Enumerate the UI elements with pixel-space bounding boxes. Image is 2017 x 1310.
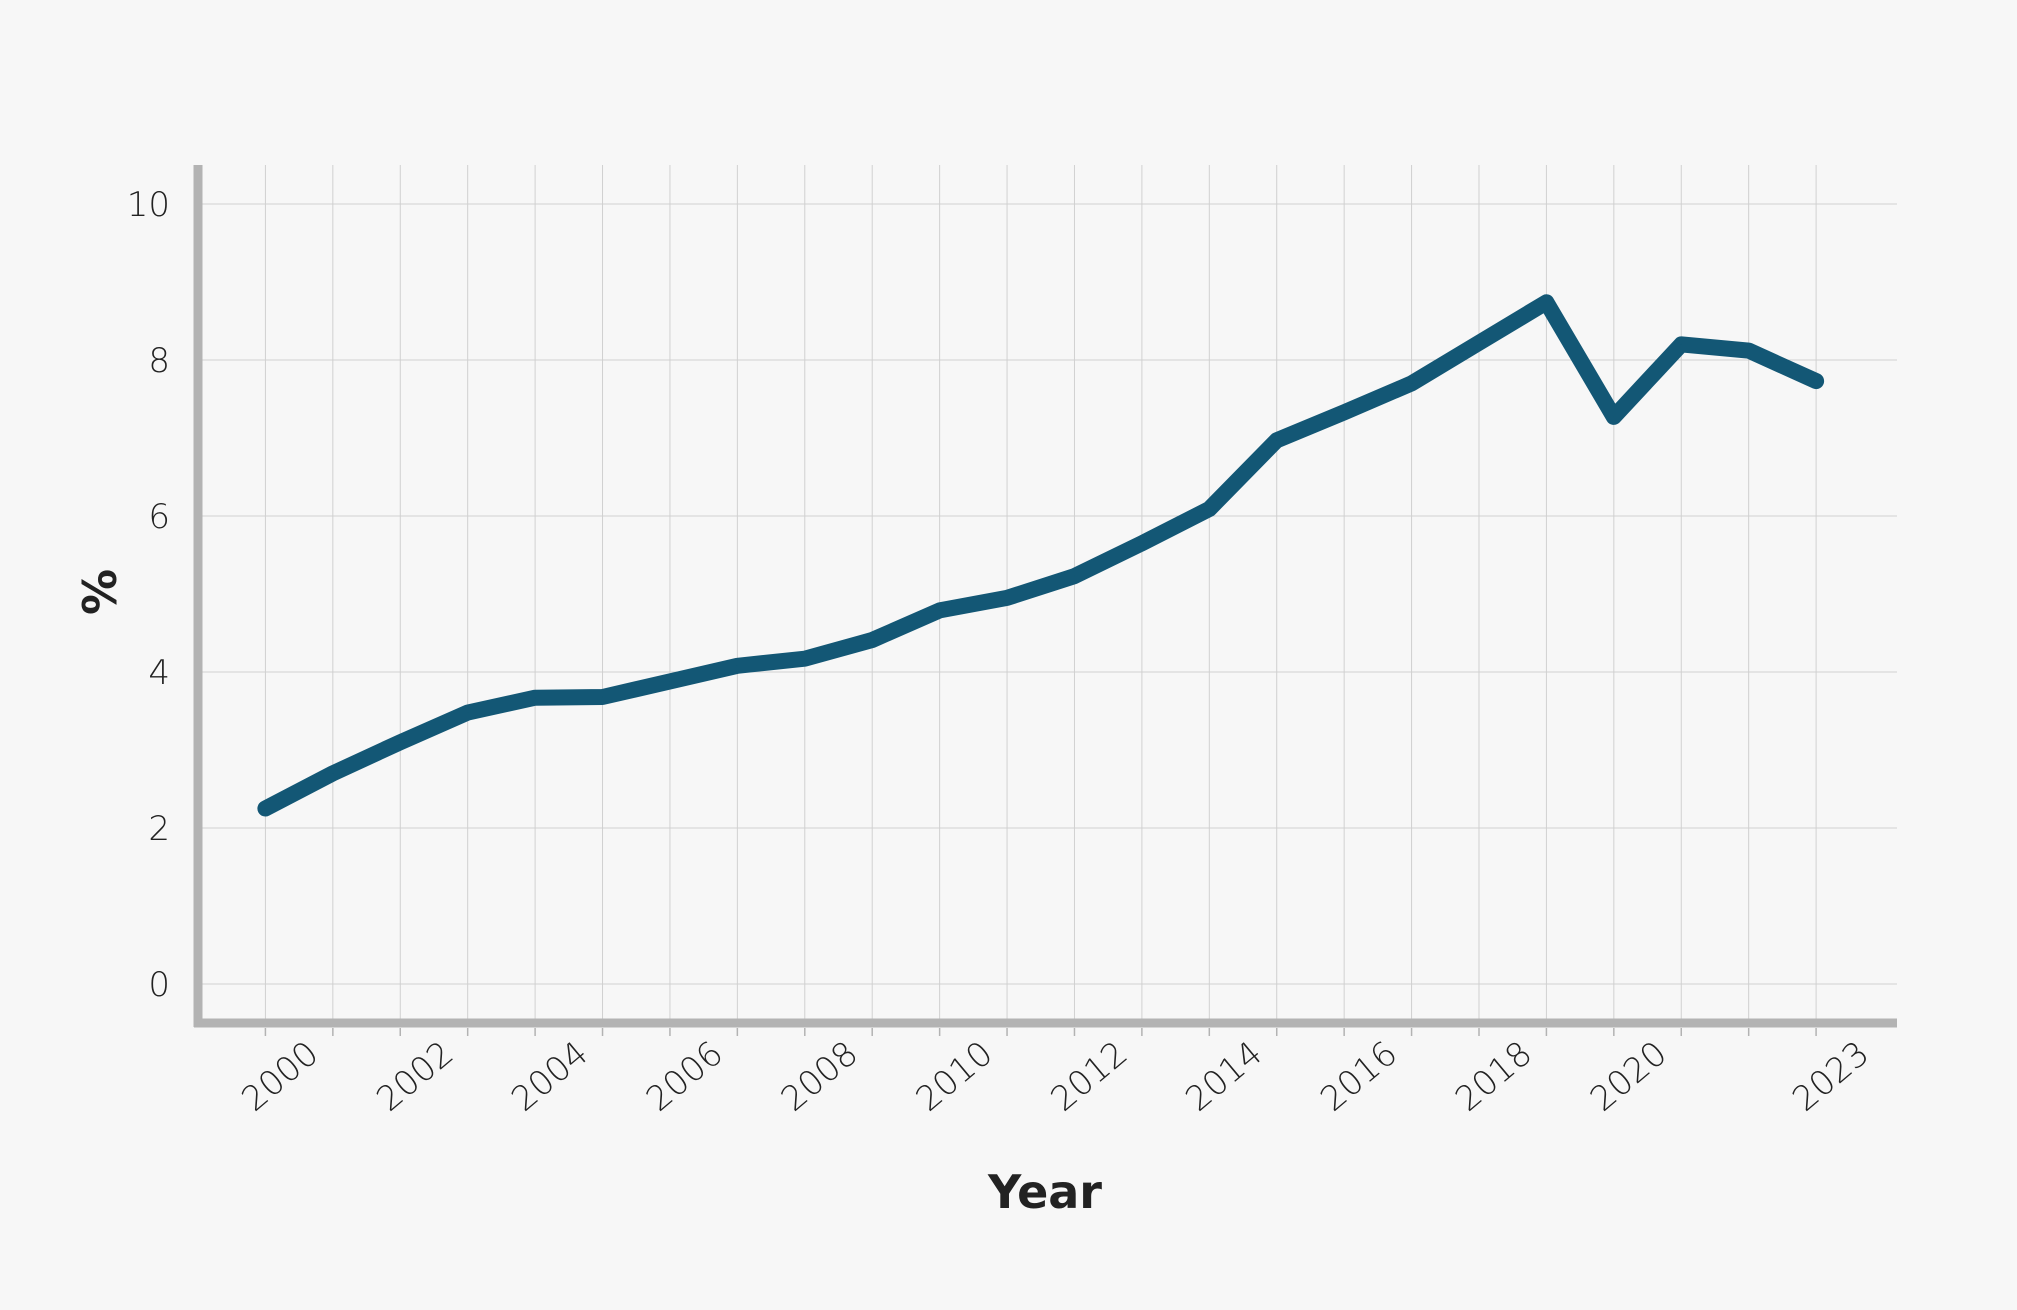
data-point	[669, 680, 671, 682]
data-point	[736, 665, 738, 667]
data-point	[1141, 542, 1143, 544]
y-tick-label: 6	[148, 497, 170, 537]
x-tick-label: 2020	[1583, 1033, 1675, 1119]
x-tick-label: 2016	[1313, 1033, 1405, 1119]
data-point	[804, 658, 806, 660]
y-tick-label: 2	[148, 809, 170, 849]
series-line	[257, 294, 1825, 817]
data-point	[332, 772, 334, 774]
data-point	[1478, 342, 1480, 344]
grid-layer	[198, 165, 1897, 1023]
data-point	[1411, 382, 1413, 384]
data-point	[534, 697, 536, 699]
data-point	[1680, 343, 1682, 345]
data-point	[1613, 416, 1615, 418]
axis-layer	[193, 165, 1897, 1036]
data-point	[1006, 597, 1008, 599]
x-tick-label: 2014	[1178, 1033, 1270, 1119]
y-tick-labels: 0 2 4 6 8 10	[127, 185, 170, 1005]
y-tick-label: 4	[148, 653, 170, 693]
data-point	[1208, 508, 1210, 510]
data-point	[1815, 380, 1817, 382]
data-point	[399, 741, 401, 743]
data-point	[1545, 301, 1547, 303]
y-tick-label: 10	[127, 185, 170, 225]
x-tick-label: 2010	[909, 1033, 1001, 1119]
data-point	[1748, 350, 1750, 352]
data-point	[871, 639, 873, 641]
data-point	[264, 808, 266, 809]
x-tick-label: 2023	[1785, 1033, 1877, 1119]
x-tick-label: 2002	[369, 1033, 461, 1119]
data-point	[1343, 411, 1345, 413]
data-point	[467, 712, 469, 714]
series-layer	[257, 294, 1825, 817]
data-point	[939, 609, 941, 611]
x-tick-label: 2006	[639, 1033, 731, 1119]
data-point	[1276, 439, 1278, 441]
y-tick-label: 0	[148, 965, 170, 1005]
data-point	[1073, 575, 1075, 577]
y-tick-label: 8	[148, 341, 170, 381]
x-axis-title: Year	[987, 1165, 1102, 1219]
x-tick-label: 2008	[774, 1033, 866, 1119]
y-axis-title: %	[73, 569, 127, 615]
x-tick-label: 2018	[1448, 1033, 1540, 1119]
data-point	[602, 696, 604, 698]
x-tick-label: 2000	[234, 1033, 326, 1119]
x-tick-label: 2004	[504, 1033, 596, 1119]
x-tick-label: 2012	[1043, 1033, 1135, 1119]
x-tick-labels: 2000 2002 2004 2006 2008 2010 2012 2014 2016 2018…	[234, 1033, 1877, 1119]
